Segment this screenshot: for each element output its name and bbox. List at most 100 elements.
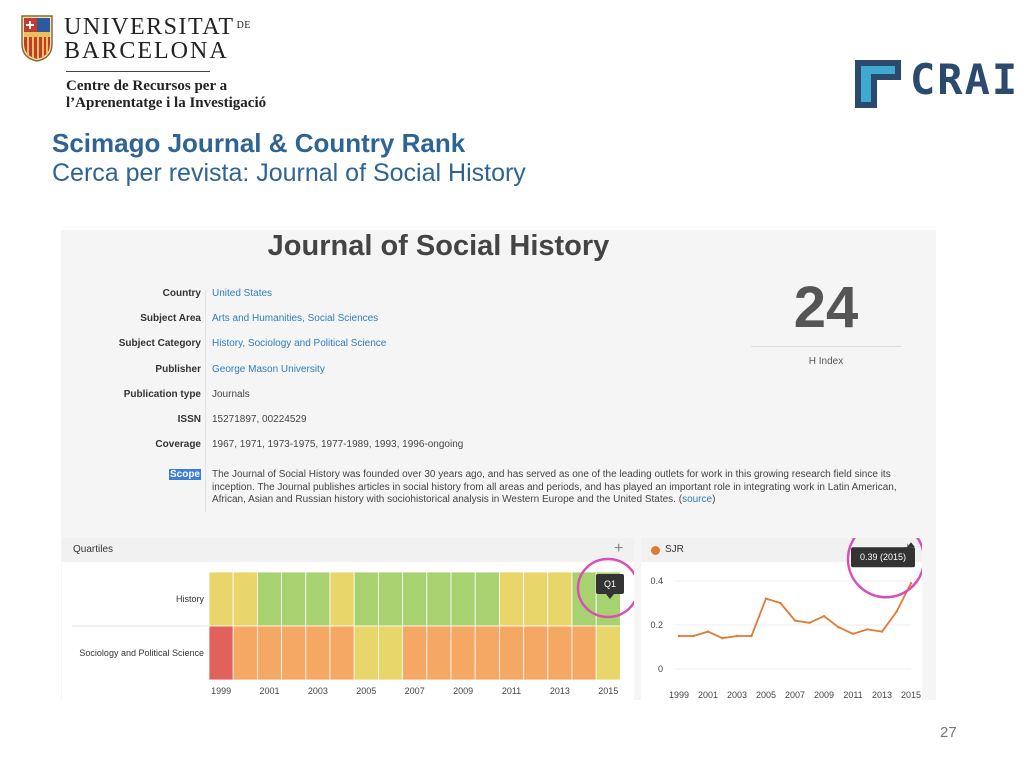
quartile-cell [208,571,234,627]
info-row-subject-area: Subject Area Arts and Humanities, Social … [61,313,378,329]
university-name-de: DE [236,20,251,31]
quartile-cell [547,625,573,681]
sjr-x-tick-label: 2003 [727,690,747,700]
quartiles-heatmap: History Sociology and Political Science 19… [72,557,634,696]
sjr-x-tick-label: 2009 [814,690,834,700]
info-value-publisher[interactable]: George Mason University [212,364,325,375]
sjr-tooltip-arrow [907,542,915,548]
quartile-cell [305,625,331,681]
h-index-label: H Index [808,356,844,367]
quartiles-panel: Quartiles + History Sociology and Politic… [62,538,634,700]
quartile-cell [571,571,597,627]
quartile-cell [281,625,307,681]
quartile-cell [353,571,379,627]
quartile-cell [498,625,524,681]
info-row-country: Country United States [61,288,272,304]
centre-name-line1: Centre de Recursos per a [66,78,228,94]
quartile-cell [232,571,258,627]
quartile-tooltip-text: Q1 [604,579,616,589]
crai-logo-text: CRAI [910,55,1020,104]
sjr-data-point [909,582,913,585]
quartile-cell [474,571,500,627]
info-label-subject-area: Subject Area [140,313,201,324]
sjr-x-tick-label: 2013 [872,690,892,700]
scope-close: ) [712,494,716,505]
sjr-data-point [866,628,869,631]
quartile-cell [547,571,573,627]
sjr-panel: SJR + 00.20.4199920012003200520072009201… [641,538,922,700]
quartile-cell [353,625,379,681]
info-row-publication-type: Publication type Journals [61,389,250,405]
sjr-data-point [721,637,724,640]
quartile-year-label: 2015 [598,686,618,696]
quartiles-title: Quartiles [73,544,114,555]
quartiles-expand-icon[interactable]: + [614,540,624,557]
info-row-issn: ISSN 15271897, 00224529 [61,414,307,430]
sjr-x-tick-label: 2015 [901,690,921,700]
journal-title: Journal of Social History [267,230,610,262]
info-label-subject-category: Subject Category [118,338,201,349]
quartile-cell [377,571,403,627]
sjr-x-tick-label: 2011 [843,690,862,700]
quartile-cell [450,571,476,627]
quartile-year-label: 2007 [405,686,425,696]
info-value-subject-category[interactable]: History, Sociology and Political Science [212,338,387,349]
sjr-x-tick-label: 2005 [756,690,776,700]
quartile-cell [474,625,500,681]
info-divider [205,290,206,512]
sjr-highlight-circle [846,538,922,599]
quartiles-header: Quartiles + [62,538,634,562]
sjr-line-chart: 0 0.2 0.4 1999 2001 2003 2005 2007 2009 2011 2013 2… [650,538,922,700]
header-divider [66,71,210,72]
sjr-data-point [895,610,898,613]
info-value-issn: 15271897, 00224529 [212,414,307,425]
info-label-issn: ISSN [177,414,201,425]
university-name-line1: UNIVERSITAT DE [64,14,251,40]
info-value-subject-area[interactable]: Arts and Humanities, Social Sciences [212,313,379,324]
sjr-x-tick-label: 2001 [698,690,718,700]
quartile-year-label: 2009 [453,686,473,696]
sjr-tooltip [851,547,915,568]
h-index-value: 24 [793,275,859,340]
quartile-cell [256,571,282,627]
quartile-cell [256,625,282,681]
info-value-country[interactable]: United States [212,288,273,299]
sjr-data-point [706,630,710,633]
centre-name-line2: l’Aprenentatge i la Investigació [66,95,267,111]
quartile-cell [329,571,355,627]
quartile-cell [595,625,621,681]
scope-source-link[interactable]: source [682,494,713,505]
info-value-coverage: 1967, 1971, 1973-1975, 1977-1989, 1993, … [212,439,464,450]
quartile-year-label: 1999 [211,686,231,696]
info-row-subject-category: Subject Category History, Sociology and P… [61,338,387,354]
quartile-cell [450,625,476,681]
sjr-y-tick-label: 0 [658,664,663,674]
university-seal-icon [21,15,53,62]
scope-label-highlight: Scope [168,469,201,480]
sjr-data-point [764,597,768,600]
quartile-row-label: History [176,594,205,604]
quartile-tooltip-arrow [606,594,614,599]
h-index-divider [751,346,901,347]
quartile-row-label: Sociology and Political Science [79,648,204,658]
quartile-year-label: 2003 [308,686,328,696]
info-row-publisher: Publisher George Mason University [61,364,324,380]
quartile-cell [426,571,452,627]
info-label-country: Country [162,288,201,299]
university-name-line2: BARCELONA [64,38,229,64]
sjr-tooltip-text: 0.39 (2015) [860,552,906,562]
info-label-scope: Scope [61,469,201,480]
quartile-cell [329,625,355,681]
sjr-data-point [837,626,840,629]
quartile-cell [523,625,549,681]
sjr-data-point [808,621,811,624]
scope-body: The Journal of Social History was founde… [212,469,897,505]
crai-logo-icon [855,60,901,108]
sjr-data-point [677,634,681,638]
quartile-cell [426,625,452,681]
sjr-data-point [793,619,797,622]
info-row-scope: Scope [61,469,201,485]
quartile-year-label: 2001 [259,686,279,696]
sjr-title: SJR [665,544,684,555]
info-label-coverage: Coverage [155,439,201,450]
